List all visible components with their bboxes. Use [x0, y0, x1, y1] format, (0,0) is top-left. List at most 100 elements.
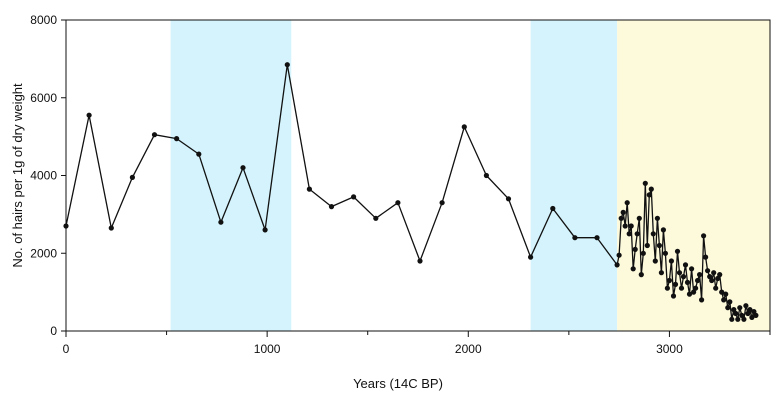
data-point — [670, 293, 677, 299]
data-point — [196, 151, 202, 157]
data-point — [483, 172, 489, 179]
data-point — [328, 204, 335, 210]
data-point — [693, 285, 699, 291]
data-point — [717, 272, 723, 278]
data-point — [218, 219, 224, 225]
shaded-band-3 — [617, 20, 770, 331]
data-point — [745, 310, 751, 317]
y-tick-label: 0 — [50, 324, 57, 338]
data-point — [86, 112, 92, 118]
data-point — [733, 310, 739, 317]
data-point — [753, 312, 759, 318]
shaded-band-1 — [170, 20, 292, 331]
x-tick-label: 0 — [63, 342, 70, 356]
data-point — [628, 223, 634, 229]
data-point — [666, 277, 673, 284]
data-point — [743, 303, 749, 309]
data-point — [622, 223, 628, 229]
series-layer — [63, 62, 759, 322]
data-point — [739, 312, 745, 318]
data-point — [614, 262, 620, 268]
data-point — [658, 270, 665, 276]
data-point — [682, 262, 689, 268]
data-point — [656, 242, 663, 249]
data-point — [709, 277, 715, 284]
data-point — [668, 258, 675, 264]
y-tick-label: 6000 — [30, 91, 57, 105]
data-point — [634, 231, 640, 237]
data-point — [351, 194, 357, 200]
data-point — [284, 62, 290, 68]
data-point — [705, 268, 711, 274]
data-point — [703, 254, 709, 260]
data-point — [701, 233, 707, 239]
data-point — [695, 277, 701, 284]
data-point — [676, 270, 683, 276]
shaded-bands — [170, 20, 770, 331]
data-point — [620, 209, 626, 215]
data-point — [373, 215, 379, 221]
data-point — [262, 227, 268, 233]
data-point — [686, 291, 693, 297]
data-point — [664, 285, 671, 291]
data-point — [63, 223, 69, 229]
data-point — [711, 270, 717, 276]
data-point — [727, 299, 733, 305]
data-point — [616, 252, 622, 258]
x-axis-ticks: 0 1000 2000 3000 — [63, 331, 771, 356]
data-point — [713, 285, 719, 291]
data-point — [689, 266, 695, 272]
data-point — [108, 225, 114, 231]
data-point — [660, 227, 667, 233]
data-point — [749, 314, 755, 320]
data-point — [550, 205, 556, 212]
data-point — [684, 279, 691, 285]
data-point — [129, 174, 135, 180]
data-point — [707, 274, 713, 280]
data-point — [638, 272, 644, 278]
data-point — [731, 307, 737, 313]
data-point — [654, 215, 661, 221]
data-point — [151, 132, 158, 138]
data-point — [528, 254, 534, 260]
data-point — [240, 165, 246, 171]
data-point — [697, 272, 703, 278]
data-point — [721, 297, 727, 303]
data-point — [632, 246, 638, 252]
data-point — [630, 266, 636, 272]
data-point — [678, 285, 685, 291]
x-tick-label: 1000 — [254, 342, 281, 356]
data-point — [626, 231, 632, 237]
data-point — [699, 297, 705, 303]
data-point — [691, 289, 697, 295]
data-point — [618, 215, 624, 221]
data-point — [735, 316, 741, 322]
data-point — [719, 289, 725, 295]
y-tick-label: 8000 — [30, 13, 57, 27]
data-point — [737, 305, 743, 311]
data-point — [662, 250, 669, 256]
data-point — [594, 235, 600, 241]
data-point — [174, 136, 180, 142]
data-point — [306, 186, 312, 192]
data-point — [505, 196, 512, 202]
data-point — [715, 275, 721, 282]
data-point — [640, 250, 646, 256]
data-point — [729, 316, 735, 322]
y-axis-ticks: 0 2000 4000 6000 8000 — [30, 13, 66, 338]
data-point — [636, 215, 642, 221]
data-point — [417, 258, 423, 264]
data-point — [439, 200, 445, 206]
y-tick-label: 2000 — [30, 246, 57, 260]
x-axis-title: Years (14C BP) — [353, 376, 443, 391]
data-point — [648, 186, 654, 192]
data-point — [642, 180, 648, 186]
y-axis-title: No. of hairs per 1g of dry weight — [10, 83, 25, 268]
data-point — [650, 231, 656, 237]
data-point — [646, 192, 652, 198]
data-point — [572, 235, 578, 241]
data-point — [674, 248, 681, 254]
data-point — [741, 316, 747, 322]
data-point — [680, 274, 687, 280]
data-point — [461, 124, 467, 130]
